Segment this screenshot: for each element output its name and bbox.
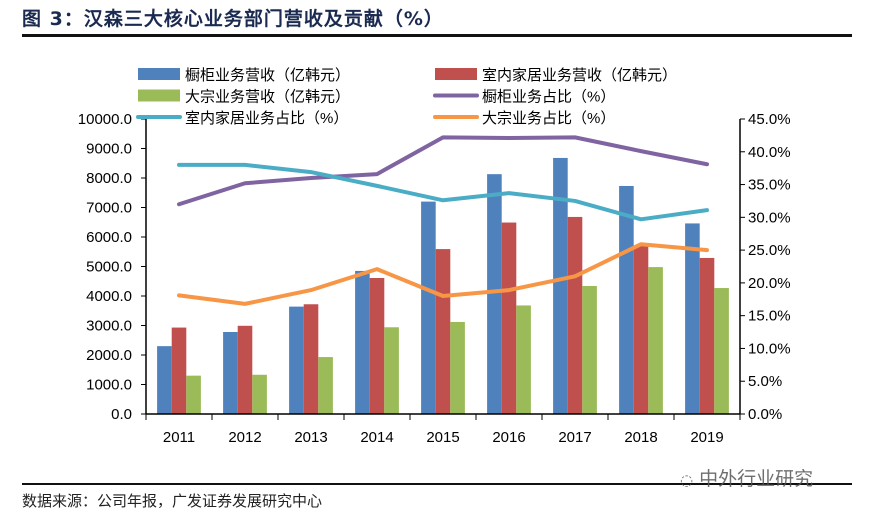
bar-2012-series-2 (252, 374, 267, 414)
bar-2018-series-1 (633, 245, 649, 414)
right-tick-label: 35.0% (748, 177, 791, 194)
legend-label: 室内家居业务占比（%） (185, 110, 348, 127)
right-tick-label: 5.0% (748, 373, 782, 390)
legend-swatch (138, 68, 180, 80)
x-tick-label: 2016 (492, 429, 525, 446)
bar-2016-series-1 (501, 222, 517, 414)
bar-2019-series-1 (699, 257, 715, 414)
bar-2018-series-2 (648, 267, 663, 414)
watermark: ◌ 中外行业研究 (680, 464, 813, 491)
wechat-icon: ◌ (680, 471, 694, 489)
left-tick-label: 1000.0 (86, 377, 132, 394)
bar-2017-series-2 (582, 285, 597, 414)
right-tick-label: 10.0% (748, 340, 791, 357)
right-tick-label: 40.0% (748, 144, 791, 161)
right-tick-label: 0.0% (748, 406, 782, 423)
line-series-0 (177, 135, 709, 207)
x-tick-label: 2019 (690, 429, 723, 446)
left-tick-label: 7000.0 (86, 200, 132, 217)
right-tick-label: 20.0% (748, 275, 791, 292)
bar-2015-series-2 (450, 321, 465, 414)
right-tick-label: 15.0% (748, 308, 791, 325)
left-tick-label: 2000.0 (86, 347, 132, 364)
figure-title: 图 3：汉森三大核心业务部门营收及贡献（%） (22, 8, 444, 30)
bar-2012-series-1 (237, 325, 253, 414)
bar-2016-series-0 (487, 174, 502, 414)
x-tick-label: 2018 (624, 429, 657, 446)
bar-2019-series-0 (685, 223, 700, 414)
legend-label: 室内家居业务营收（亿韩元） (482, 67, 677, 84)
bar-2011-series-2 (186, 375, 201, 414)
bar-2017-series-1 (567, 216, 583, 414)
bar-2018-series-0 (619, 185, 634, 414)
bar-2012-series-0 (223, 331, 238, 414)
left-tick-label: 0.0 (111, 406, 132, 423)
line-series-1 (177, 162, 709, 222)
legend-label: 大宗业务占比（%） (482, 109, 615, 127)
bar-2013-series-0 (289, 306, 304, 414)
bar-2019-series-2 (714, 288, 729, 414)
legend-label: 橱柜业务营收（亿韩元） (185, 67, 350, 84)
bar-2013-series-2 (318, 357, 333, 414)
bar-2011-series-1 (171, 327, 187, 414)
bar-2014-series-2 (384, 327, 399, 414)
x-tick-label: 2012 (228, 429, 261, 446)
x-tick-label: 2014 (360, 429, 393, 446)
right-tick-label: 25.0% (748, 242, 791, 259)
footer-rule (22, 483, 852, 485)
bar-2015-series-1 (435, 249, 451, 414)
x-tick-label: 2013 (294, 429, 327, 446)
bar-2017-series-0 (553, 157, 568, 414)
right-tick-label: 30.0% (748, 209, 791, 226)
legend-swatch (435, 68, 477, 80)
left-tick-label: 10000.0 (78, 111, 132, 128)
bar-2011-series-0 (157, 346, 172, 414)
x-tick-label: 2011 (163, 429, 195, 446)
source-note: 数据来源：公司年报，广发证券发展研究中心 (22, 492, 323, 510)
left-tick-label: 9000.0 (86, 141, 132, 158)
bar-2015-series-0 (421, 201, 436, 414)
left-tick-label: 3000.0 (86, 318, 132, 335)
right-tick-label: 45.0% (748, 111, 791, 128)
left-tick-label: 4000.0 (86, 288, 132, 305)
bar-2014-series-1 (369, 278, 385, 414)
left-tick-label: 8000.0 (86, 170, 132, 187)
legend-label: 大宗业务营收（亿韩元） (185, 88, 350, 106)
line-series-2 (177, 242, 709, 306)
x-tick-label: 2017 (558, 429, 591, 446)
legend-label: 橱柜业务占比（%） (482, 89, 615, 106)
bar-2014-series-0 (355, 270, 370, 414)
title-rule (22, 34, 852, 37)
watermark-text: 中外行业研究 (699, 468, 814, 490)
left-tick-label: 6000.0 (86, 229, 132, 246)
bar-2016-series-2 (516, 305, 531, 414)
x-tick-label: 2015 (426, 429, 459, 446)
left-tick-label: 5000.0 (86, 259, 132, 276)
bar-2013-series-1 (303, 304, 319, 414)
legend-swatch (138, 89, 180, 102)
